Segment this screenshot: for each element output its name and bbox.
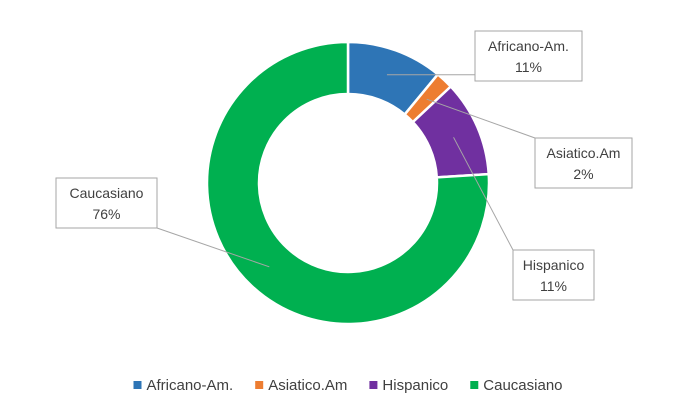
legend-swatch <box>133 381 142 389</box>
data-callouts: Africano-Am. 11% Asiatico.Am 2% Hispanico 11%… <box>55 30 633 301</box>
callout-africano-am: Africano-Am. 11% <box>474 30 583 82</box>
callout-label: Asiatico.Am <box>547 145 621 161</box>
legend-swatch <box>470 381 479 389</box>
callout-box <box>534 137 633 189</box>
callout-hispanico: Hispanico 11% <box>512 249 595 301</box>
slice-caucasiano <box>205 40 491 326</box>
callout-label: Hispanico <box>523 257 585 273</box>
legend-item-caucasiano: Caucasiano <box>470 377 563 394</box>
callout-caucasiano: Caucasiano 76% <box>55 177 158 229</box>
leader-line-hispanico <box>453 137 514 251</box>
callout-asiatico-am: Asiatico.Am 2% <box>534 137 633 189</box>
callout-value: 11% <box>515 59 542 75</box>
leader-line-caucasiano <box>156 227 270 268</box>
callout-value: 2% <box>573 166 593 182</box>
legend-item-hispanico: Hispanico <box>369 377 448 394</box>
callout-box <box>474 30 583 82</box>
callout-label: Africano-Am. <box>488 38 569 54</box>
callout-label: Caucasiano <box>70 185 144 201</box>
callout-value: 76% <box>92 206 120 222</box>
legend-swatch <box>255 381 264 389</box>
legend-label: Hispanico <box>382 377 448 394</box>
legend-label: Caucasiano <box>483 377 562 394</box>
legend-item-africano-am: Africano-Am. <box>133 377 234 394</box>
callout-leaders <box>156 74 536 268</box>
legend-swatch <box>369 381 378 389</box>
callout-box <box>512 249 595 301</box>
legend-label: Asiatico.Am <box>268 377 347 394</box>
legend-label: Africano-Am. <box>147 377 234 394</box>
leader-line-asiatico-am <box>426 98 536 139</box>
legend-item-asiatico-am: Asiatico.Am <box>255 377 347 394</box>
donut-slices <box>205 40 491 326</box>
chart-legend: Africano-Am. Asiatico.Am Hispanico Caucasia… <box>133 377 563 394</box>
callout-value: 11% <box>540 278 567 294</box>
callout-box <box>55 177 158 229</box>
